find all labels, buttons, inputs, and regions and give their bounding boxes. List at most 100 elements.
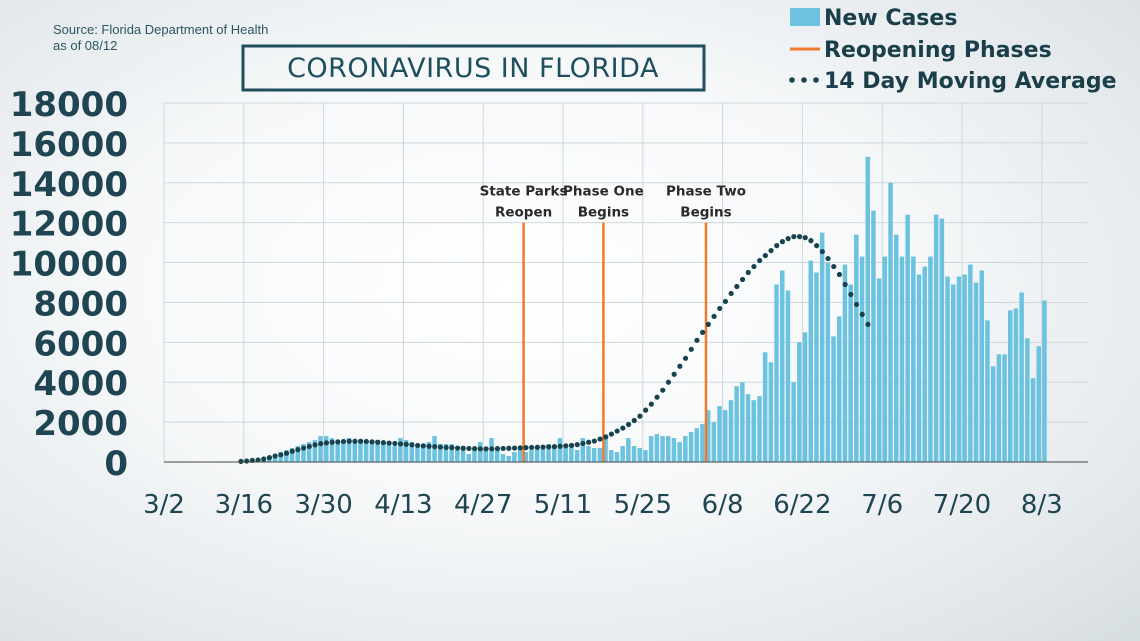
bar bbox=[318, 436, 323, 462]
moving-average-point bbox=[546, 444, 552, 450]
y-tick-label: 14000 bbox=[10, 165, 128, 205]
legend-swatch-moving-average bbox=[789, 77, 819, 83]
bar bbox=[808, 260, 813, 462]
moving-average-point bbox=[734, 283, 740, 290]
bar bbox=[443, 444, 449, 462]
bar bbox=[552, 446, 557, 462]
bar bbox=[398, 438, 403, 462]
moving-average-point bbox=[580, 440, 586, 447]
bar bbox=[751, 400, 756, 462]
legend-label-reopening: Reopening Phases bbox=[824, 38, 1052, 63]
moving-average-point bbox=[244, 458, 250, 464]
bar bbox=[973, 282, 979, 462]
bar bbox=[922, 266, 927, 462]
x-tick-label: 3/16 bbox=[215, 490, 273, 520]
bar bbox=[375, 440, 380, 462]
moving-average-point bbox=[836, 271, 843, 278]
moving-average-point bbox=[529, 444, 535, 451]
bar bbox=[614, 452, 620, 462]
moving-average-point bbox=[825, 255, 831, 262]
moving-average-point bbox=[722, 298, 729, 305]
bar bbox=[911, 256, 916, 462]
bar bbox=[945, 276, 950, 462]
bar bbox=[762, 352, 768, 462]
moving-average-point bbox=[757, 257, 763, 264]
moving-average-point bbox=[534, 444, 540, 450]
bar bbox=[563, 448, 568, 462]
moving-average-point bbox=[865, 321, 871, 327]
bar bbox=[996, 354, 1002, 462]
bar bbox=[312, 440, 318, 462]
moving-average-point bbox=[779, 239, 786, 245]
bar bbox=[916, 274, 922, 462]
moving-average-point bbox=[791, 234, 797, 240]
bar bbox=[740, 382, 745, 462]
y-tick-label: 8000 bbox=[33, 284, 128, 324]
moving-average-point bbox=[648, 401, 654, 407]
bar bbox=[968, 264, 973, 462]
moving-average-point bbox=[785, 236, 791, 242]
bar bbox=[403, 440, 409, 462]
moving-average-point bbox=[802, 235, 808, 241]
bar bbox=[842, 264, 848, 462]
bar bbox=[358, 440, 363, 462]
legend-label-moving-average: 14 Day Moving Average bbox=[824, 69, 1117, 94]
bar bbox=[335, 442, 340, 462]
bar bbox=[631, 446, 637, 462]
source-line-1: Source: Florida Department of Health bbox=[53, 22, 268, 37]
moving-average-point bbox=[711, 313, 717, 320]
bar bbox=[837, 316, 842, 462]
moving-average-point bbox=[420, 443, 426, 449]
bar bbox=[306, 442, 312, 462]
moving-average-point bbox=[312, 442, 318, 448]
bar bbox=[648, 436, 654, 462]
bar bbox=[557, 438, 563, 462]
bar bbox=[1042, 300, 1047, 462]
legend-swatch-new-cases bbox=[790, 8, 820, 26]
bar bbox=[990, 366, 996, 462]
moving-average-point bbox=[688, 346, 694, 352]
bar bbox=[1019, 292, 1024, 462]
moving-average-point bbox=[745, 269, 751, 276]
bar bbox=[933, 214, 939, 462]
bar bbox=[705, 410, 711, 462]
moving-average-point bbox=[586, 439, 592, 445]
bar bbox=[728, 400, 734, 462]
moving-average-point bbox=[477, 446, 483, 452]
moving-average-point bbox=[597, 436, 603, 442]
moving-average-point bbox=[859, 311, 865, 318]
moving-average-point bbox=[283, 450, 290, 456]
bar bbox=[500, 454, 506, 462]
phase-label-line-2: Begins bbox=[578, 205, 629, 221]
x-tick-label: 3/2 bbox=[143, 490, 185, 520]
bar bbox=[329, 438, 335, 462]
moving-average-point bbox=[608, 431, 615, 437]
bar bbox=[346, 438, 352, 462]
bar bbox=[688, 432, 694, 462]
bar bbox=[466, 454, 471, 462]
moving-average-point bbox=[625, 421, 632, 428]
y-tick-label: 4000 bbox=[33, 364, 128, 404]
moving-average-point bbox=[511, 445, 518, 451]
bar bbox=[472, 450, 477, 462]
bar bbox=[426, 442, 432, 462]
bar bbox=[381, 442, 386, 462]
x-tick-label: 4/13 bbox=[374, 490, 432, 520]
bar bbox=[717, 406, 722, 462]
x-tick-label: 6/8 bbox=[702, 490, 744, 520]
bar bbox=[666, 436, 671, 462]
bar bbox=[928, 256, 933, 462]
moving-average-point bbox=[768, 247, 774, 254]
moving-average-point bbox=[346, 438, 352, 444]
moving-average-series bbox=[238, 234, 871, 465]
x-axis-ticks: 3/2 3/16 3/30 4/13 4/27 5/11 5/25 6/8 6/22 7/6 7/2… bbox=[143, 490, 1063, 520]
y-tick-label: 16000 bbox=[10, 125, 128, 165]
moving-average-point bbox=[340, 438, 347, 445]
bar bbox=[854, 234, 859, 462]
bar bbox=[956, 276, 962, 462]
bar bbox=[1002, 354, 1007, 462]
bar bbox=[352, 442, 357, 462]
bar bbox=[517, 448, 523, 462]
moving-average-point bbox=[352, 438, 358, 444]
